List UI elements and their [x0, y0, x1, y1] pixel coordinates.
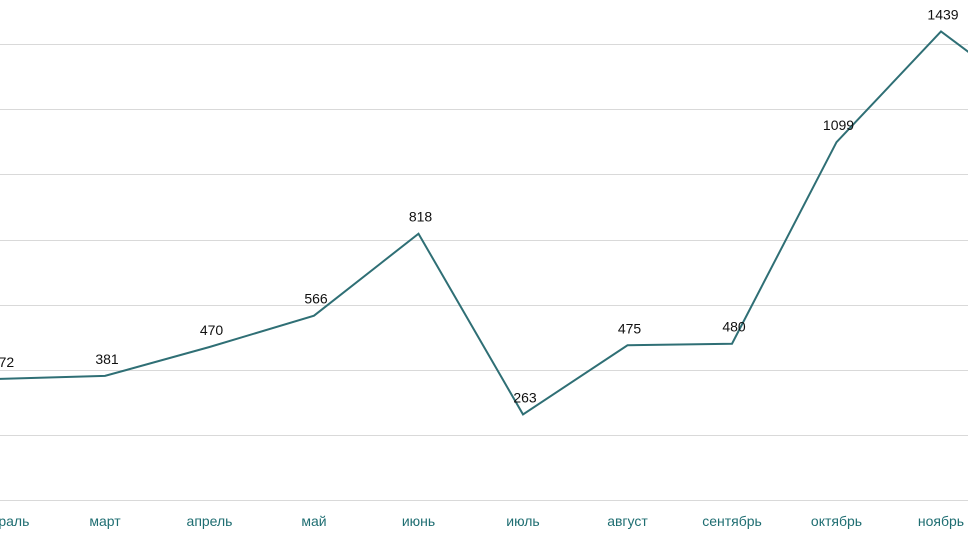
x-tick-label: октябрь	[811, 513, 862, 529]
data-label: 263	[513, 389, 537, 405]
series-line	[0, 30, 968, 416]
data-label: 818	[409, 209, 433, 225]
x-tick-label: июнь	[402, 513, 435, 529]
x-tick-label: май	[301, 513, 326, 529]
x-tick-label: август	[607, 513, 648, 529]
x-tick-label: сентябрь	[702, 513, 762, 529]
data-labels: 372 381 470 566 818 263 475 480 1099 1439	[0, 7, 959, 406]
x-tick-labels: февраль март апрель май июнь июль август сентяб…	[0, 513, 964, 529]
x-tick-label: апрель	[187, 513, 233, 529]
data-label: 470	[200, 322, 224, 338]
data-label: 1099	[823, 117, 854, 133]
x-tick-label: июль	[506, 513, 539, 529]
data-label: 480	[722, 319, 746, 335]
gridlines	[0, 44, 968, 501]
data-label: 475	[618, 320, 642, 336]
data-label: 1439	[927, 7, 958, 23]
x-tick-label: февраль	[0, 513, 29, 529]
data-label: 372	[0, 354, 14, 370]
data-label: 381	[95, 351, 119, 367]
data-label: 566	[304, 291, 328, 307]
x-tick-label: ноябрь	[918, 513, 964, 529]
series-group	[0, 30, 968, 416]
x-tick-label: март	[89, 513, 121, 529]
